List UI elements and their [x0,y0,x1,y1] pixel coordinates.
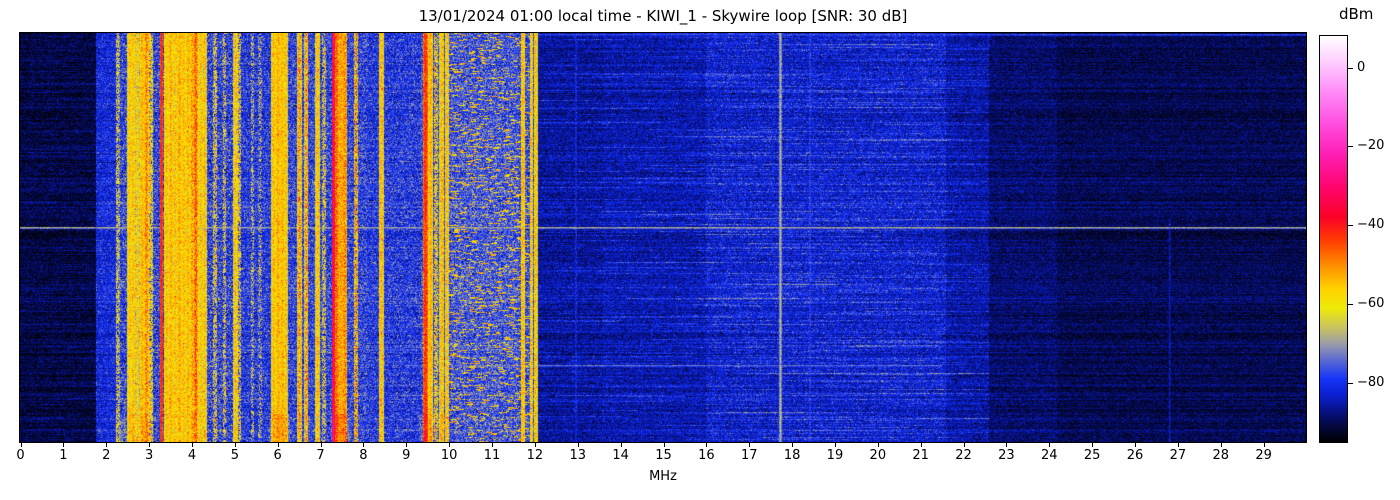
x-tick-label-28: 28 [1212,448,1230,463]
x-tick-mark [191,443,193,447]
x-tick-label-26: 26 [1126,448,1144,463]
x-tick-label-21: 21 [912,448,929,463]
colorbar-label: dBm [1339,5,1374,23]
x-tick-mark [277,443,279,447]
x-tick-mark [1135,443,1137,447]
x-tick-mark [320,443,322,447]
x-tick-mark [1263,443,1265,447]
x-tick-mark [363,443,365,447]
x-tick-mark [920,443,922,447]
x-tick-label-12: 12 [526,448,544,463]
colorbar-tick-mark [1348,383,1353,384]
x-tick-label-4: 4 [187,448,197,463]
x-tick-label-15: 15 [655,448,672,463]
x-tick-mark [234,443,236,447]
x-tick-label-25: 25 [1083,448,1101,463]
colorbar-tick-mark [1348,225,1353,226]
x-tick-label-8: 8 [359,448,368,463]
x-tick-mark [963,443,965,447]
colorbar-tick-label--20: −20 [1357,138,1385,153]
x-tick-label-1: 1 [59,448,68,463]
x-tick-label-5: 5 [230,448,239,463]
waterfall-canvas [19,32,1307,443]
x-tick-label-18: 18 [783,448,801,463]
colorbar-tick-mark [1348,304,1353,305]
x-tick-mark [406,443,408,447]
colorbar-tick-label--80: −80 [1357,375,1385,390]
chart-title: 13/01/2024 01:00 local time - KIWI_1 - S… [418,7,908,25]
x-tick-label-27: 27 [1169,448,1187,463]
x-tick-mark [63,443,65,447]
x-tick-mark [106,443,108,447]
x-tick-mark [1006,443,1008,447]
x-tick-mark [149,443,151,447]
x-tick-mark [620,443,622,447]
x-tick-mark [1049,443,1051,447]
x-tick-mark [449,443,451,447]
x-tick-label-2: 2 [102,448,111,463]
x-tick-label-19: 19 [826,448,844,463]
x-tick-label-11: 11 [483,448,501,463]
x-tick-mark [877,443,879,447]
x-tick-label-6: 6 [273,448,282,463]
colorbar-tick-label--60: −60 [1357,296,1385,311]
x-tick-mark [792,443,794,447]
x-tick-label-10: 10 [440,448,458,463]
x-tick-mark [834,443,836,447]
x-tick-mark [534,443,536,447]
x-tick-mark [663,443,665,447]
x-tick-label-9: 9 [402,448,411,463]
x-tick-label-14: 14 [612,448,629,463]
x-tick-mark [492,443,494,447]
colorbar [1319,35,1348,443]
colorbar-tick-mark [1348,146,1353,147]
x-tick-mark [749,443,751,447]
x-tick-label-17: 17 [740,448,758,463]
x-tick-label-24: 24 [1041,448,1058,463]
colorbar-tick-label--40: −40 [1357,217,1385,232]
x-tick-label-22: 22 [955,448,972,463]
x-tick-label-13: 13 [569,448,587,463]
x-tick-mark [1092,443,1094,447]
x-tick-label-16: 16 [698,448,715,463]
colorbar-tick-mark [1348,68,1353,69]
x-tick-label-23: 23 [998,448,1015,463]
x-tick-label-29: 29 [1255,448,1272,463]
x-tick-mark [1177,443,1179,447]
x-tick-label-7: 7 [316,448,325,463]
x-tick-mark [577,443,579,447]
x-tick-label-20: 20 [869,448,887,463]
x-tick-mark [1220,443,1222,447]
colorbar-tick-label-0: 0 [1357,60,1366,75]
x-tick-mark [20,443,22,447]
x-tick-mark [706,443,708,447]
x-tick-label-3: 3 [144,448,154,463]
x-axis-label: MHz [649,469,677,484]
x-tick-label-0: 0 [16,448,25,463]
